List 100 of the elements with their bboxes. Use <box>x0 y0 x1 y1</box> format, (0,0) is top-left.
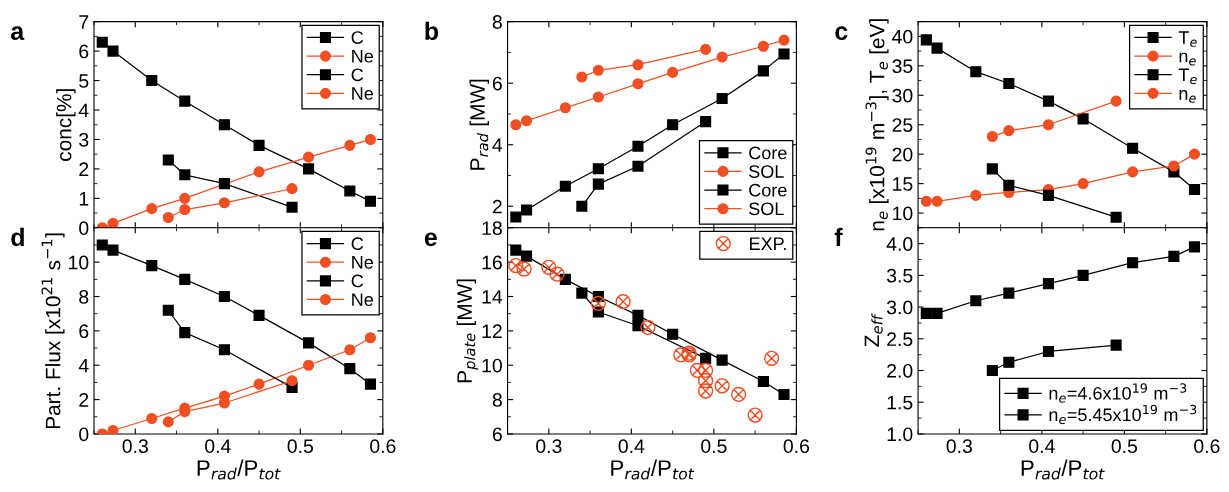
chart-title: a <box>11 26 25 41</box>
point <box>716 93 728 105</box>
chart-title: b <box>425 21 439 41</box>
point <box>714 378 730 394</box>
point <box>1127 142 1139 154</box>
legend-label: C <box>351 31 364 44</box>
y-axis-title: P$_{plate}$ [MW] <box>456 279 479 383</box>
point <box>253 139 265 151</box>
y-tick-label: 2 <box>79 162 89 176</box>
point <box>1003 179 1015 191</box>
point <box>96 239 108 251</box>
y-tick-label: 1.0 <box>887 427 913 442</box>
point <box>510 119 522 131</box>
point <box>700 116 712 128</box>
point <box>1003 125 1015 137</box>
point <box>931 307 943 319</box>
point <box>615 294 631 310</box>
point <box>590 295 606 312</box>
y-tick-label: 0 <box>79 427 89 442</box>
point <box>592 178 604 190</box>
y-axis-title: P$_{rad}$ [MW] <box>469 79 489 170</box>
point <box>1042 278 1054 290</box>
legend-label: SOL <box>749 202 784 216</box>
y-tick-label: 0 <box>79 221 89 236</box>
x-tick-label: 0.6 <box>783 439 810 454</box>
point <box>218 344 230 356</box>
y-tick-label: 10 <box>893 206 913 221</box>
point <box>162 304 174 316</box>
point <box>146 412 158 425</box>
legend-label: Ne <box>352 49 373 63</box>
point <box>1168 160 1180 172</box>
y-tick-label: 2 <box>492 199 502 214</box>
point <box>1110 95 1122 107</box>
point <box>146 260 158 272</box>
y-tick-label: 8 <box>79 289 89 304</box>
point <box>303 359 315 371</box>
point <box>218 178 230 190</box>
point <box>778 48 790 60</box>
point <box>1110 211 1122 223</box>
y-tick-label: 6 <box>492 427 502 442</box>
legend-label: Core <box>749 146 787 160</box>
point <box>1188 241 1201 253</box>
point <box>146 74 158 87</box>
point <box>549 266 565 282</box>
point <box>508 257 524 274</box>
y-tick-label: 14 <box>482 290 503 304</box>
x-tick-label: 0.3 <box>536 439 562 454</box>
point <box>576 287 588 299</box>
point <box>697 383 714 399</box>
point <box>179 203 191 216</box>
legend-label: T$_{e}$ <box>1178 68 1197 85</box>
y-tick-label: 6 <box>492 76 502 91</box>
legend-label: T$_{e}$ <box>1178 31 1197 47</box>
legend-label: Ne <box>352 293 373 306</box>
point <box>303 337 315 349</box>
chart-title: c <box>835 26 848 41</box>
point <box>747 407 763 423</box>
y-tick-label: 20 <box>892 147 913 162</box>
point <box>162 416 174 428</box>
legend-label: n$_{e}$ <box>1179 52 1196 66</box>
point <box>521 204 533 216</box>
point <box>1127 166 1139 178</box>
legend-label: Ne <box>352 87 373 100</box>
point <box>521 250 533 262</box>
point <box>1003 287 1015 299</box>
legend-label: C <box>351 237 364 251</box>
x-tick-label: 0.3 <box>122 439 148 454</box>
text: n$_{e}$ [x10$^{19}$ m$^{−3}$], T$_{e}$ [eV] <box>865 19 889 231</box>
point <box>179 169 191 181</box>
point <box>1077 113 1089 125</box>
x-tick-label: 0.4 <box>1029 439 1055 454</box>
y-tick-label: 4 <box>78 103 89 118</box>
point <box>286 375 298 387</box>
x-tick-label: 0.5 <box>1111 439 1138 454</box>
y-tick-label: 2.0 <box>887 363 913 378</box>
point <box>541 259 557 275</box>
x-axis-title: P$_{rad}$/P$_{tot}$ <box>611 459 695 480</box>
point <box>286 201 298 213</box>
point <box>632 78 644 90</box>
point <box>179 95 191 107</box>
y-tick-label: 6 <box>79 44 89 59</box>
point <box>162 211 174 224</box>
legend-label: SOL <box>749 165 784 178</box>
point <box>640 319 656 336</box>
chart-title: f <box>834 227 843 246</box>
point <box>96 36 108 48</box>
point <box>1188 183 1201 196</box>
point <box>510 211 522 223</box>
point <box>510 244 522 256</box>
y-tick-label: 8 <box>492 15 502 29</box>
point <box>986 163 998 175</box>
legend-label: C <box>351 68 364 82</box>
y-tick-label: 2 <box>79 393 89 407</box>
point <box>364 133 377 146</box>
point <box>107 45 119 57</box>
y-axis-title: Z$_{eff}$ <box>864 313 883 347</box>
point <box>179 192 191 204</box>
point <box>179 327 191 339</box>
point <box>107 244 119 256</box>
point <box>1042 95 1054 107</box>
